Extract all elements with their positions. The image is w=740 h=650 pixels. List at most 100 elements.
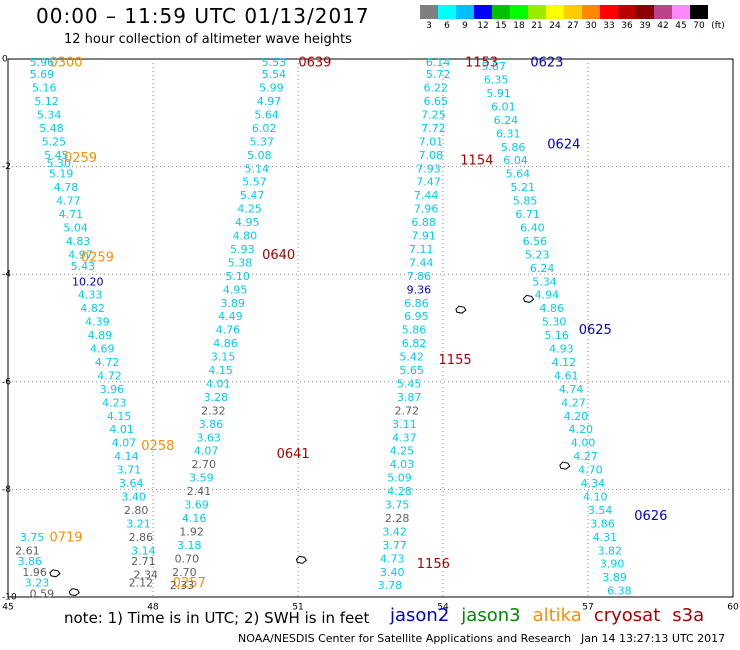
- swh-value: 4.15: [208, 364, 233, 377]
- swh-value: 3.75: [385, 499, 410, 512]
- swh-value: 6.88: [411, 216, 436, 229]
- scale-swatch: [474, 5, 492, 19]
- swh-value: 4.93: [549, 343, 574, 356]
- pass-time-label: 1153: [465, 55, 498, 70]
- scale-tick-label: 3: [426, 21, 432, 31]
- swh-value: 3.96: [100, 383, 125, 396]
- swh-value: 4.12: [552, 356, 577, 369]
- swh-value: 2.70: [172, 566, 197, 579]
- swh-value: 4.89: [88, 329, 113, 342]
- scale-tick-label: 18: [513, 21, 525, 31]
- x-tick-label: 54: [437, 603, 449, 613]
- swh-value: 4.74: [559, 383, 584, 396]
- swh-value: 5.09: [387, 472, 412, 485]
- swh-value: 2.12: [129, 577, 154, 590]
- swh-value: 4.34: [581, 477, 606, 490]
- pass-time-label: 0641: [277, 447, 310, 462]
- swh-value: 4.07: [194, 445, 219, 458]
- pass-time-label: 0259: [81, 251, 114, 266]
- swh-value: 0.59: [30, 587, 55, 600]
- swh-value: 3.89: [221, 297, 246, 310]
- swh-value: 5.37: [250, 135, 275, 148]
- swh-value: 7.08: [419, 149, 444, 162]
- swh-value: 4.73: [380, 552, 405, 565]
- swh-value: 3.21: [126, 517, 151, 530]
- swh-value: 5.64: [506, 168, 531, 181]
- swh-value: 4.69: [90, 343, 115, 356]
- swh-value: 5.47: [240, 189, 265, 202]
- swh-value: 4.14: [114, 450, 139, 463]
- swh-value: 3.78: [378, 579, 403, 592]
- swh-value: 2.72: [395, 404, 420, 417]
- swh-value: 4.27: [561, 396, 586, 409]
- scale-tick-label: 36: [621, 21, 633, 31]
- swh-value: 2.33: [170, 579, 195, 592]
- pass-time-label: 0639: [298, 55, 331, 70]
- scale-tick-label: 45: [675, 21, 687, 31]
- pass-time-label: 0626: [634, 509, 667, 524]
- swh-value: 1.92: [179, 525, 204, 538]
- swh-value: 5.25: [42, 135, 67, 148]
- coastline-outline: [49, 569, 61, 578]
- pass-time-label: 1155: [439, 353, 472, 368]
- footnote: note: 1) Time is in UTC; 2) SWH is in fe…: [64, 609, 370, 627]
- scale-tick-label: 27: [567, 21, 579, 31]
- pass-time-label: 0719: [49, 530, 82, 545]
- swh-value: 4.82: [80, 302, 105, 315]
- swh-value: 4.72: [97, 369, 122, 382]
- swh-value: 3.77: [382, 539, 407, 552]
- swh-value: 3.23: [25, 577, 50, 590]
- swh-value: 6.56: [523, 235, 548, 248]
- scale-swatch: [510, 5, 528, 19]
- swh-value: 5.45: [397, 377, 422, 390]
- mission-legend-item: altika: [532, 605, 582, 626]
- swh-value: 6.24: [494, 114, 519, 127]
- pass-time-label: 0258: [141, 439, 174, 454]
- swh-value: 5.72: [426, 68, 451, 81]
- swh-value: 4.10: [583, 490, 608, 503]
- swh-value: 5.45: [44, 149, 69, 162]
- swh-value: 4.86: [540, 302, 565, 315]
- y-tick-label: -6: [2, 377, 11, 387]
- swh-value: 3.86: [590, 517, 615, 530]
- swh-value: 6.86: [404, 297, 429, 310]
- swh-value: 3.64: [119, 477, 144, 490]
- color-scale-legend: 3 6 9 12 15 18 21 24 27 30 33 36 39 42 45 70 (ft): [420, 5, 740, 39]
- scale-tick-label: 30: [585, 21, 597, 31]
- swh-value: 2.61: [15, 544, 40, 557]
- chart-subtitle: 12 hour collection of altimeter wave hei…: [64, 32, 352, 47]
- swh-value: 0.70: [175, 552, 200, 565]
- swh-value: 3.86: [18, 555, 43, 568]
- scale-swatch: [492, 5, 510, 19]
- swh-value: 5.43: [71, 260, 96, 273]
- swh-value: 4.33: [78, 289, 103, 302]
- mission-legend-item: jason3: [461, 605, 521, 626]
- swh-value: 4.03: [390, 458, 415, 471]
- swh-value: 7.72: [421, 122, 446, 135]
- generated-timestamp: Jan 14 13:27:13 UTC 2017: [581, 632, 726, 645]
- swh-value: 5.10: [225, 270, 250, 283]
- swh-value: 3.28: [204, 391, 229, 404]
- swh-value: 3.86: [199, 418, 224, 431]
- swh-value: 4.25: [390, 445, 415, 458]
- pass-time-label: 0257: [173, 576, 206, 591]
- swh-value: 2.32: [201, 404, 226, 417]
- swh-value: 4.27: [573, 450, 598, 463]
- swh-value: 3.54: [588, 504, 613, 517]
- swh-value: 7.91: [411, 230, 436, 243]
- y-tick-label: -10: [2, 593, 17, 603]
- scale-tick-label: 6: [444, 21, 450, 31]
- swh-value: 4.20: [569, 423, 594, 436]
- swh-value: 2.34: [134, 568, 159, 581]
- swh-value: 3.42: [382, 525, 407, 538]
- swh-value: 6.04: [503, 154, 528, 167]
- swh-value: 4.00: [571, 437, 596, 450]
- swh-value: 5.12: [34, 95, 59, 108]
- swh-value: 3.15: [211, 351, 236, 364]
- pass-time-label: 1156: [417, 557, 450, 572]
- swh-value: 7.93: [416, 162, 441, 175]
- swh-value: 5.99: [259, 82, 284, 95]
- swh-value: 5.38: [228, 256, 253, 269]
- x-tick-label: 51: [292, 603, 303, 613]
